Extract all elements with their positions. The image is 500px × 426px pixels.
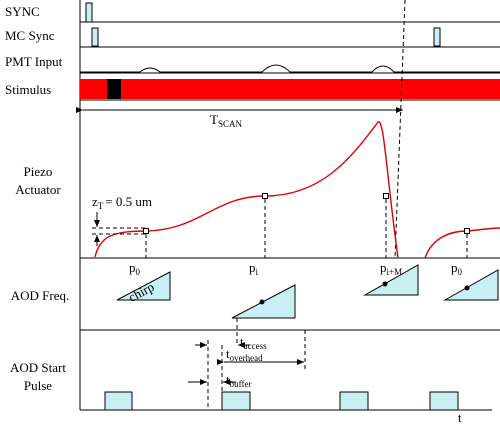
axis-label: t bbox=[458, 410, 462, 425]
timing: tbuffer bbox=[226, 372, 251, 389]
label: Piezo bbox=[24, 164, 53, 179]
position: p0 bbox=[451, 260, 463, 277]
timing: taccess bbox=[240, 334, 267, 351]
position: pi bbox=[249, 260, 259, 277]
layout bbox=[76, 0, 500, 411]
position: pi+M bbox=[380, 260, 402, 277]
z-t: zT = 0.5 um bbox=[92, 194, 152, 211]
label: AOD Start bbox=[10, 360, 66, 375]
label: Stimulus bbox=[5, 82, 51, 97]
t-scan: TSCAN bbox=[210, 112, 242, 129]
label: MC Sync bbox=[5, 28, 55, 43]
label: AOD Freq. bbox=[11, 288, 70, 303]
label: Actuator bbox=[15, 182, 61, 197]
position: p0 bbox=[129, 260, 141, 277]
label: Pulse bbox=[24, 378, 52, 393]
label: SYNC bbox=[5, 4, 40, 19]
label: PMT Input bbox=[5, 54, 63, 69]
timing: toverhead bbox=[226, 346, 263, 363]
